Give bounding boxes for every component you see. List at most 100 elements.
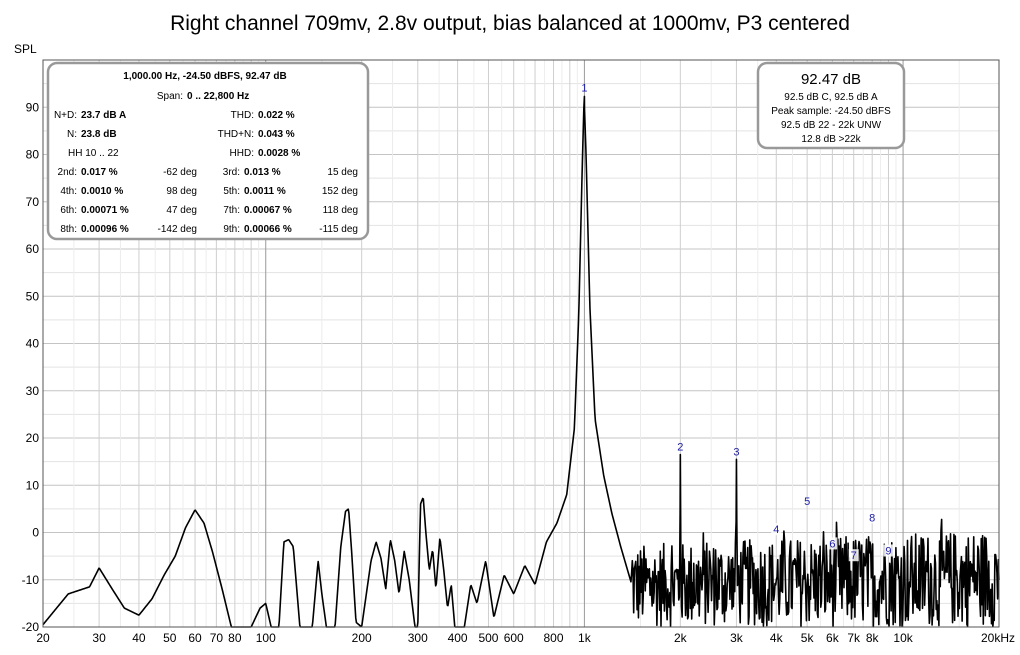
y-tick-label: 40 (26, 337, 40, 351)
marker-label: 5 (804, 496, 810, 508)
harmonic-phase: 47 deg (166, 205, 197, 216)
harmonic-label: 2nd: (58, 167, 77, 178)
x-tick-label: 30 (92, 631, 106, 645)
x-tick-label: 60 (188, 631, 202, 645)
x-tick-label: 20kHz (981, 631, 1015, 645)
peak-box-frame (756, 61, 906, 150)
harmonic-phase: 15 deg (327, 167, 358, 178)
peak-level-box[interactable]: 92.47 dB 92.5 dB C, 92.5 dB A Peak sampl… (756, 61, 906, 150)
x-tick-label: 400 (448, 631, 468, 645)
y-tick-label: -20 (22, 620, 40, 634)
y-tick-label: 90 (26, 100, 40, 114)
x-tick-label: 500 (478, 631, 498, 645)
y-tick-label: 60 (26, 242, 40, 256)
harmonic-label: 8th: (60, 224, 77, 235)
marker-label: 3 (733, 446, 739, 458)
harmonic-label: 4th: (60, 186, 77, 197)
x-tick-label: 8k (866, 631, 880, 645)
harmonic-marker: 7 (848, 549, 859, 562)
x-tick-label: 4k (770, 631, 784, 645)
nd-label: N+D: (54, 110, 77, 121)
marker-bg (848, 549, 859, 562)
harmonic-label: 9th: (223, 224, 240, 235)
n-label: N: (67, 129, 77, 140)
peak-sample: Peak sample: -24.50 dBFS (771, 106, 891, 117)
distortion-info-box[interactable]: 1,000.00 Hz, -24.50 dBFS, 92.47 dB Span:… (46, 61, 370, 241)
marker-bg (771, 523, 782, 536)
x-tick-label: 200 (352, 631, 372, 645)
n-value: 23.8 dB (81, 129, 117, 140)
y-tick-label: 0 (32, 526, 39, 540)
x-tick-label: 600 (504, 631, 524, 645)
harmonic-phase: -62 deg (163, 167, 197, 178)
harmonic-value: 0.00096 % (81, 224, 129, 235)
hhd-label: HHD: (230, 148, 254, 159)
x-tick-label: 80 (228, 631, 242, 645)
harmonic-marker: 8 (867, 511, 878, 524)
plot-frame (42, 59, 1000, 628)
x-tick-label: 100 (256, 631, 276, 645)
x-tick-label: 20 (36, 631, 50, 645)
harmonic-label: 7th: (223, 205, 240, 216)
thd-label: THD: (231, 110, 254, 121)
info-headline: 1,000.00 Hz, -24.50 dBFS, 92.47 dB (123, 71, 286, 82)
harmonic-value: 0.00066 % (244, 224, 292, 235)
y-tick-label: 50 (26, 289, 40, 303)
x-tick-label: 800 (544, 631, 564, 645)
y-axis-label: SPL (14, 42, 37, 56)
x-tick-label: 7k (847, 631, 861, 645)
x-tick-labels: 20 30 40 50 60 70 80 100 200 300 400 500 600 800 1k 2k 3… (36, 631, 1015, 645)
y-tick-label: 80 (26, 148, 40, 162)
harmonic-value: 0.00067 % (244, 205, 292, 216)
span-value: 0 .. 22,800 Hz (187, 91, 249, 102)
marker-label: 8 (869, 512, 875, 524)
harmonic-value: 0.0010 % (81, 186, 123, 197)
span-label: Span: (157, 91, 183, 102)
thdn-label: THD+N: (218, 129, 254, 140)
thdn-value: 0.043 % (258, 129, 295, 140)
harmonic-row-3: 6th: 0.00071 % 47 deg 7th: 0.00067 % 118… (60, 205, 358, 216)
y-tick-label: 70 (26, 195, 40, 209)
marker-label: 4 (773, 524, 779, 536)
x-tick-label: 1k (578, 631, 592, 645)
harmonic-row-4: 8th: 0.00096 % -142 deg 9th: 0.00066 % -… (60, 224, 358, 235)
harmonic-value: 0.00071 % (81, 205, 129, 216)
x-tick-label: 2k (674, 631, 688, 645)
harmonic-marker: 5 (804, 496, 810, 508)
spectrum-line (42, 95, 1000, 628)
spectrum-series (42, 95, 1000, 628)
info-box-frame (46, 61, 370, 241)
marker-label: 1 (581, 82, 587, 94)
nd-value: 23.7 dB A (81, 110, 126, 121)
x-tick-label: 50 (163, 631, 177, 645)
y-tick-label: 10 (26, 478, 40, 492)
harmonic-phase: -142 deg (158, 224, 197, 235)
x-tick-label: 40 (132, 631, 146, 645)
harmonic-marker: 6 (827, 537, 838, 550)
harmonic-label: 5th: (223, 186, 240, 197)
harmonic-row-2: 4th: 0.0010 % 98 deg 5th: 0.0011 % 152 d… (60, 186, 358, 197)
harmonic-value: 0.013 % (244, 167, 281, 178)
harmonic-marker: 3 (733, 446, 739, 458)
harmonic-phase: 118 deg (323, 205, 358, 216)
harmonic-label: 6th: (60, 205, 77, 216)
peak-unweighted: 92.5 dB 22 - 22k UNW (781, 120, 882, 131)
harmonic-marker: 9 (883, 544, 894, 557)
chart-title: Right channel 709mv, 2.8v output, bias b… (170, 12, 850, 35)
y-tick-labels: -20 -10 0 10 20 30 40 50 60 70 80 90 (22, 100, 40, 634)
x-tick-label: 5k (801, 631, 815, 645)
harmonic-marker: 2 (677, 442, 683, 454)
harmonic-phase: -115 deg (319, 224, 358, 235)
hhd-value: 0.0028 % (258, 148, 300, 159)
marker-bg (827, 537, 838, 550)
harmonic-marker: 4 (771, 523, 782, 536)
harmonic-markers: 1 2 3 4 5 6 7 8 9 (581, 82, 894, 562)
x-tick-label: 6k (826, 631, 840, 645)
harmonic-phase: 152 deg (322, 186, 358, 197)
hh-label: HH 10 .. 22 (68, 148, 119, 159)
marker-label: 2 (677, 442, 683, 454)
marker-label: 7 (851, 550, 857, 562)
peak-value: 92.47 dB (801, 71, 861, 88)
x-tick-label: 70 (210, 631, 224, 645)
